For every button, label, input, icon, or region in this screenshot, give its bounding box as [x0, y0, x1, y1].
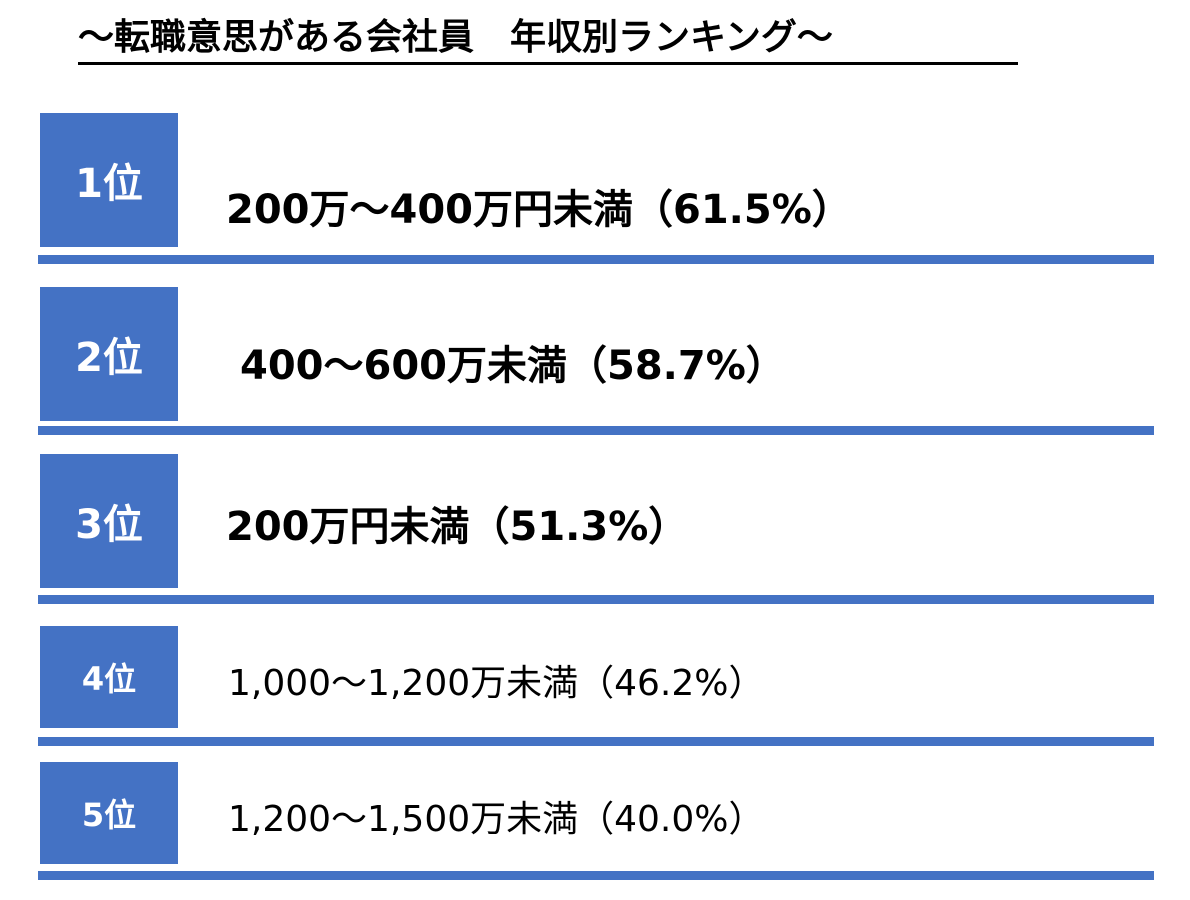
income-range: 400～600万未満	[240, 343, 567, 389]
percentage: （58.7%）	[567, 343, 786, 389]
ranking-item-1: 1位 200万～400万円未満（61.5%）	[38, 113, 1154, 265]
ranking-item-2: 2位 400～600万未満（58.7%）	[38, 287, 1154, 435]
ranking-label: 200万円未満（51.3%）	[226, 494, 688, 552]
income-range: 1,000～1,200万未満	[228, 663, 579, 704]
percentage: （40.0%）	[578, 799, 765, 840]
rank-badge: 3位	[40, 454, 178, 588]
ranking-item-4: 4位 1,000～1,200万未満（46.2%）	[38, 626, 1154, 746]
page-title: ～転職意思がある会社員 年収別ランキング～	[78, 14, 1018, 65]
ranking-label: 1,000～1,200万未満（46.2%）	[228, 654, 765, 706]
income-range: 1,200～1,500万未満	[228, 799, 579, 840]
income-range: 200万～400万円未満	[226, 187, 633, 233]
income-range: 200万円未満	[226, 504, 470, 550]
row-divider	[38, 426, 1154, 435]
ranking-item-5: 5位 1,200～1,500万未満（40.0%）	[38, 762, 1154, 880]
rank-badge: 2位	[40, 287, 178, 421]
ranking-label: 200万～400万円未満（61.5%）	[226, 177, 852, 235]
ranking-label: 400～600万未満（58.7%）	[240, 333, 786, 391]
percentage: （51.3%）	[469, 504, 689, 550]
ranking-item-3: 3位 200万円未満（51.3%）	[38, 454, 1154, 604]
ranking-label: 1,200～1,500万未満（40.0%）	[228, 790, 765, 842]
row-divider	[38, 737, 1154, 746]
row-divider	[38, 255, 1154, 264]
rank-badge: 5位	[40, 762, 178, 864]
row-divider	[38, 595, 1154, 604]
percentage: （61.5%）	[633, 187, 852, 233]
rank-badge: 4位	[40, 626, 178, 728]
percentage: （46.2%）	[578, 663, 765, 704]
row-divider	[38, 871, 1154, 880]
rank-badge: 1位	[40, 113, 178, 247]
